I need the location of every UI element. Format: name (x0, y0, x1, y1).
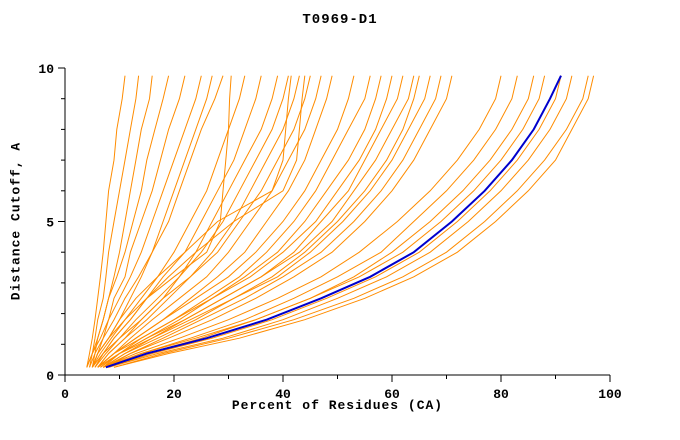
model-curve (108, 75, 573, 368)
model-curve (86, 75, 140, 368)
model-curve (102, 75, 420, 368)
x-tick-label: 100 (598, 387, 622, 402)
model-curve (89, 75, 170, 368)
model-curve (100, 75, 415, 368)
model-curve (105, 75, 518, 368)
y-tick-label: 5 (46, 216, 54, 231)
model-curve (86, 75, 126, 368)
model-curve (91, 75, 232, 368)
x-axis-label: Percent of Residues (CA) (231, 398, 444, 413)
model-curve (105, 75, 442, 368)
x-tick-label: 40 (275, 387, 291, 402)
model-curve (89, 75, 224, 368)
model-curve (97, 75, 355, 368)
x-tick-label: 20 (166, 387, 182, 402)
model-curve (91, 75, 292, 368)
model-curve (86, 75, 202, 368)
model-curve (102, 75, 453, 368)
highlighted-model-curve (105, 75, 562, 369)
model-curve (97, 75, 393, 368)
x-tick-label: 60 (384, 387, 400, 402)
model-curve (108, 75, 562, 368)
model-curve (103, 75, 546, 368)
model-curve (97, 75, 322, 368)
x-tick-label: 0 (61, 387, 69, 402)
y-tick-label: 0 (46, 369, 54, 384)
y-tick-label: 10 (38, 62, 54, 77)
model-curve (94, 75, 311, 368)
model-curve (97, 75, 300, 368)
model-curve (113, 75, 589, 368)
model-curve (103, 75, 502, 368)
model-curve (113, 75, 595, 368)
model-curve (108, 75, 535, 368)
model-curve (94, 75, 306, 368)
model-curve (97, 75, 431, 368)
chart-title: T0969-D1 (302, 12, 378, 28)
x-tick-label: 80 (493, 387, 509, 402)
